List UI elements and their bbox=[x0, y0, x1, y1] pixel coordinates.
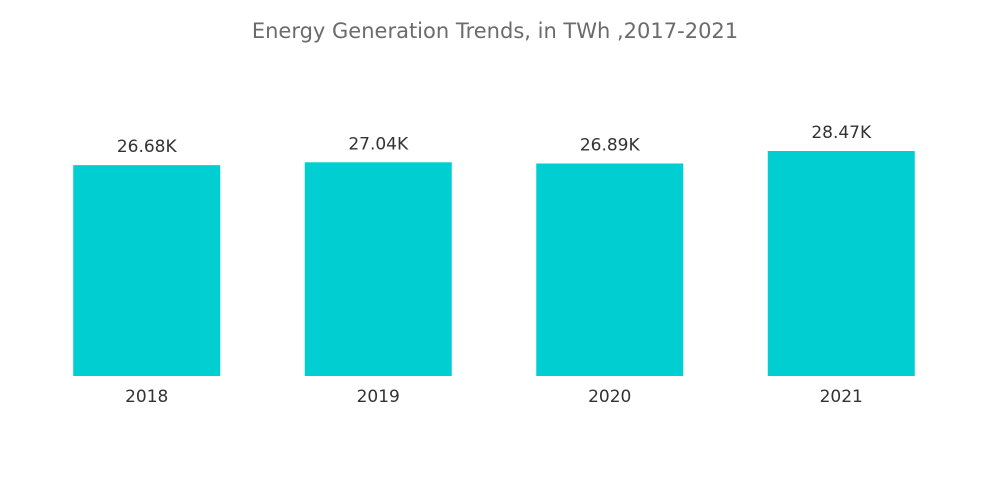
chart-title: Energy Generation Trends, in TWh ,2017-2… bbox=[252, 19, 738, 43]
bar bbox=[73, 165, 221, 376]
x-tick-label: 2021 bbox=[820, 387, 863, 407]
x-tick-label: 2018 bbox=[125, 387, 168, 407]
value-label: 27.04K bbox=[348, 134, 409, 154]
bar bbox=[304, 162, 452, 376]
bar bbox=[536, 163, 684, 376]
value-label: 26.68K bbox=[117, 137, 178, 157]
value-label: 26.89K bbox=[580, 135, 641, 155]
value-label: 28.47K bbox=[811, 123, 872, 143]
x-tick-label: 2020 bbox=[588, 387, 631, 407]
x-tick-label: 2019 bbox=[357, 387, 400, 407]
bar bbox=[767, 151, 915, 376]
